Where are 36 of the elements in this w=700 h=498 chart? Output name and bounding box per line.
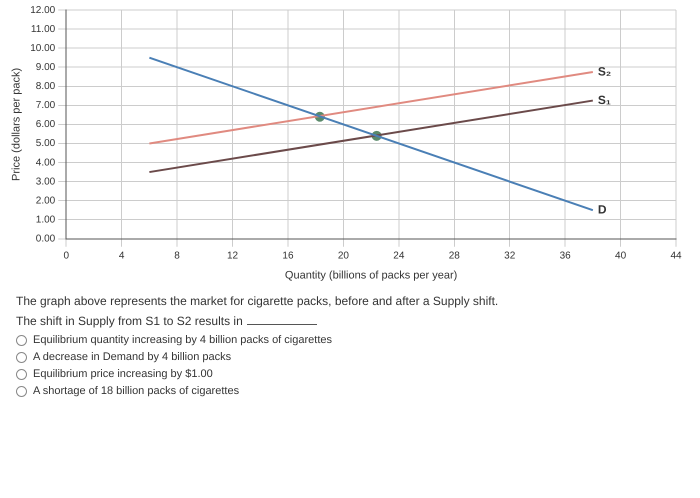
x-tick-label: 40 bbox=[615, 250, 627, 262]
x-tick-label: 20 bbox=[338, 250, 350, 262]
y-tick-label: 8.00 bbox=[36, 81, 56, 92]
y-axis-title: Price (dollars per pack) bbox=[10, 68, 23, 181]
x-tick-label: 4 bbox=[118, 250, 125, 262]
y-tick-label: 11.00 bbox=[30, 24, 56, 35]
y-tick-label: 1.00 bbox=[36, 214, 56, 226]
y-tick-label: 2.00 bbox=[36, 195, 56, 206]
x-tick-label: 28 bbox=[448, 250, 460, 262]
y-tick-label: 4.00 bbox=[36, 157, 56, 168]
text: A decrease in Demand by 4 billion packs bbox=[33, 351, 232, 363]
series-label: D bbox=[598, 202, 607, 217]
y-tick-label: 0.00 bbox=[36, 234, 56, 245]
y-tick-label: 3.00 bbox=[36, 176, 56, 188]
series-label: S₁ bbox=[598, 92, 611, 107]
x-tick-label: 36 bbox=[560, 250, 572, 262]
x-tick-label: 12 bbox=[226, 250, 239, 262]
series-label: S₂ bbox=[598, 64, 612, 78]
x-tick-label: 32 bbox=[504, 250, 516, 262]
text: The graph above represents the market for cigarette packs, before and after a Supply shift. bbox=[16, 294, 500, 308]
x-axis-title: Quantity (billions of packs per year) bbox=[284, 269, 458, 282]
y-tick-label: 10.00 bbox=[30, 42, 56, 54]
y-tick-label: 12.00 bbox=[30, 4, 56, 16]
y-tick-label: 6.00 bbox=[36, 119, 56, 130]
x-tick-label: 8 bbox=[174, 250, 180, 262]
y-tick-label: 7.00 bbox=[36, 100, 56, 112]
x-tick-label: 16 bbox=[282, 250, 294, 262]
y-tick-label: 9.00 bbox=[36, 62, 56, 73]
text: The shift in Supply from S1 to S2 results in bbox=[16, 314, 244, 328]
text: Equilibrium quantity increasing by 4 billion packs of cigarettes bbox=[33, 334, 332, 346]
x-tick-label: 44 bbox=[670, 250, 682, 262]
text: A shortage of 18 billion packs of cigarettes bbox=[33, 385, 240, 397]
text: Equilibrium price increasing by $1.00 bbox=[33, 368, 213, 380]
y-tick-label: 5.00 bbox=[36, 138, 56, 150]
x-tick-label: 0 bbox=[63, 250, 70, 262]
x-tick-label: 24 bbox=[393, 250, 405, 262]
